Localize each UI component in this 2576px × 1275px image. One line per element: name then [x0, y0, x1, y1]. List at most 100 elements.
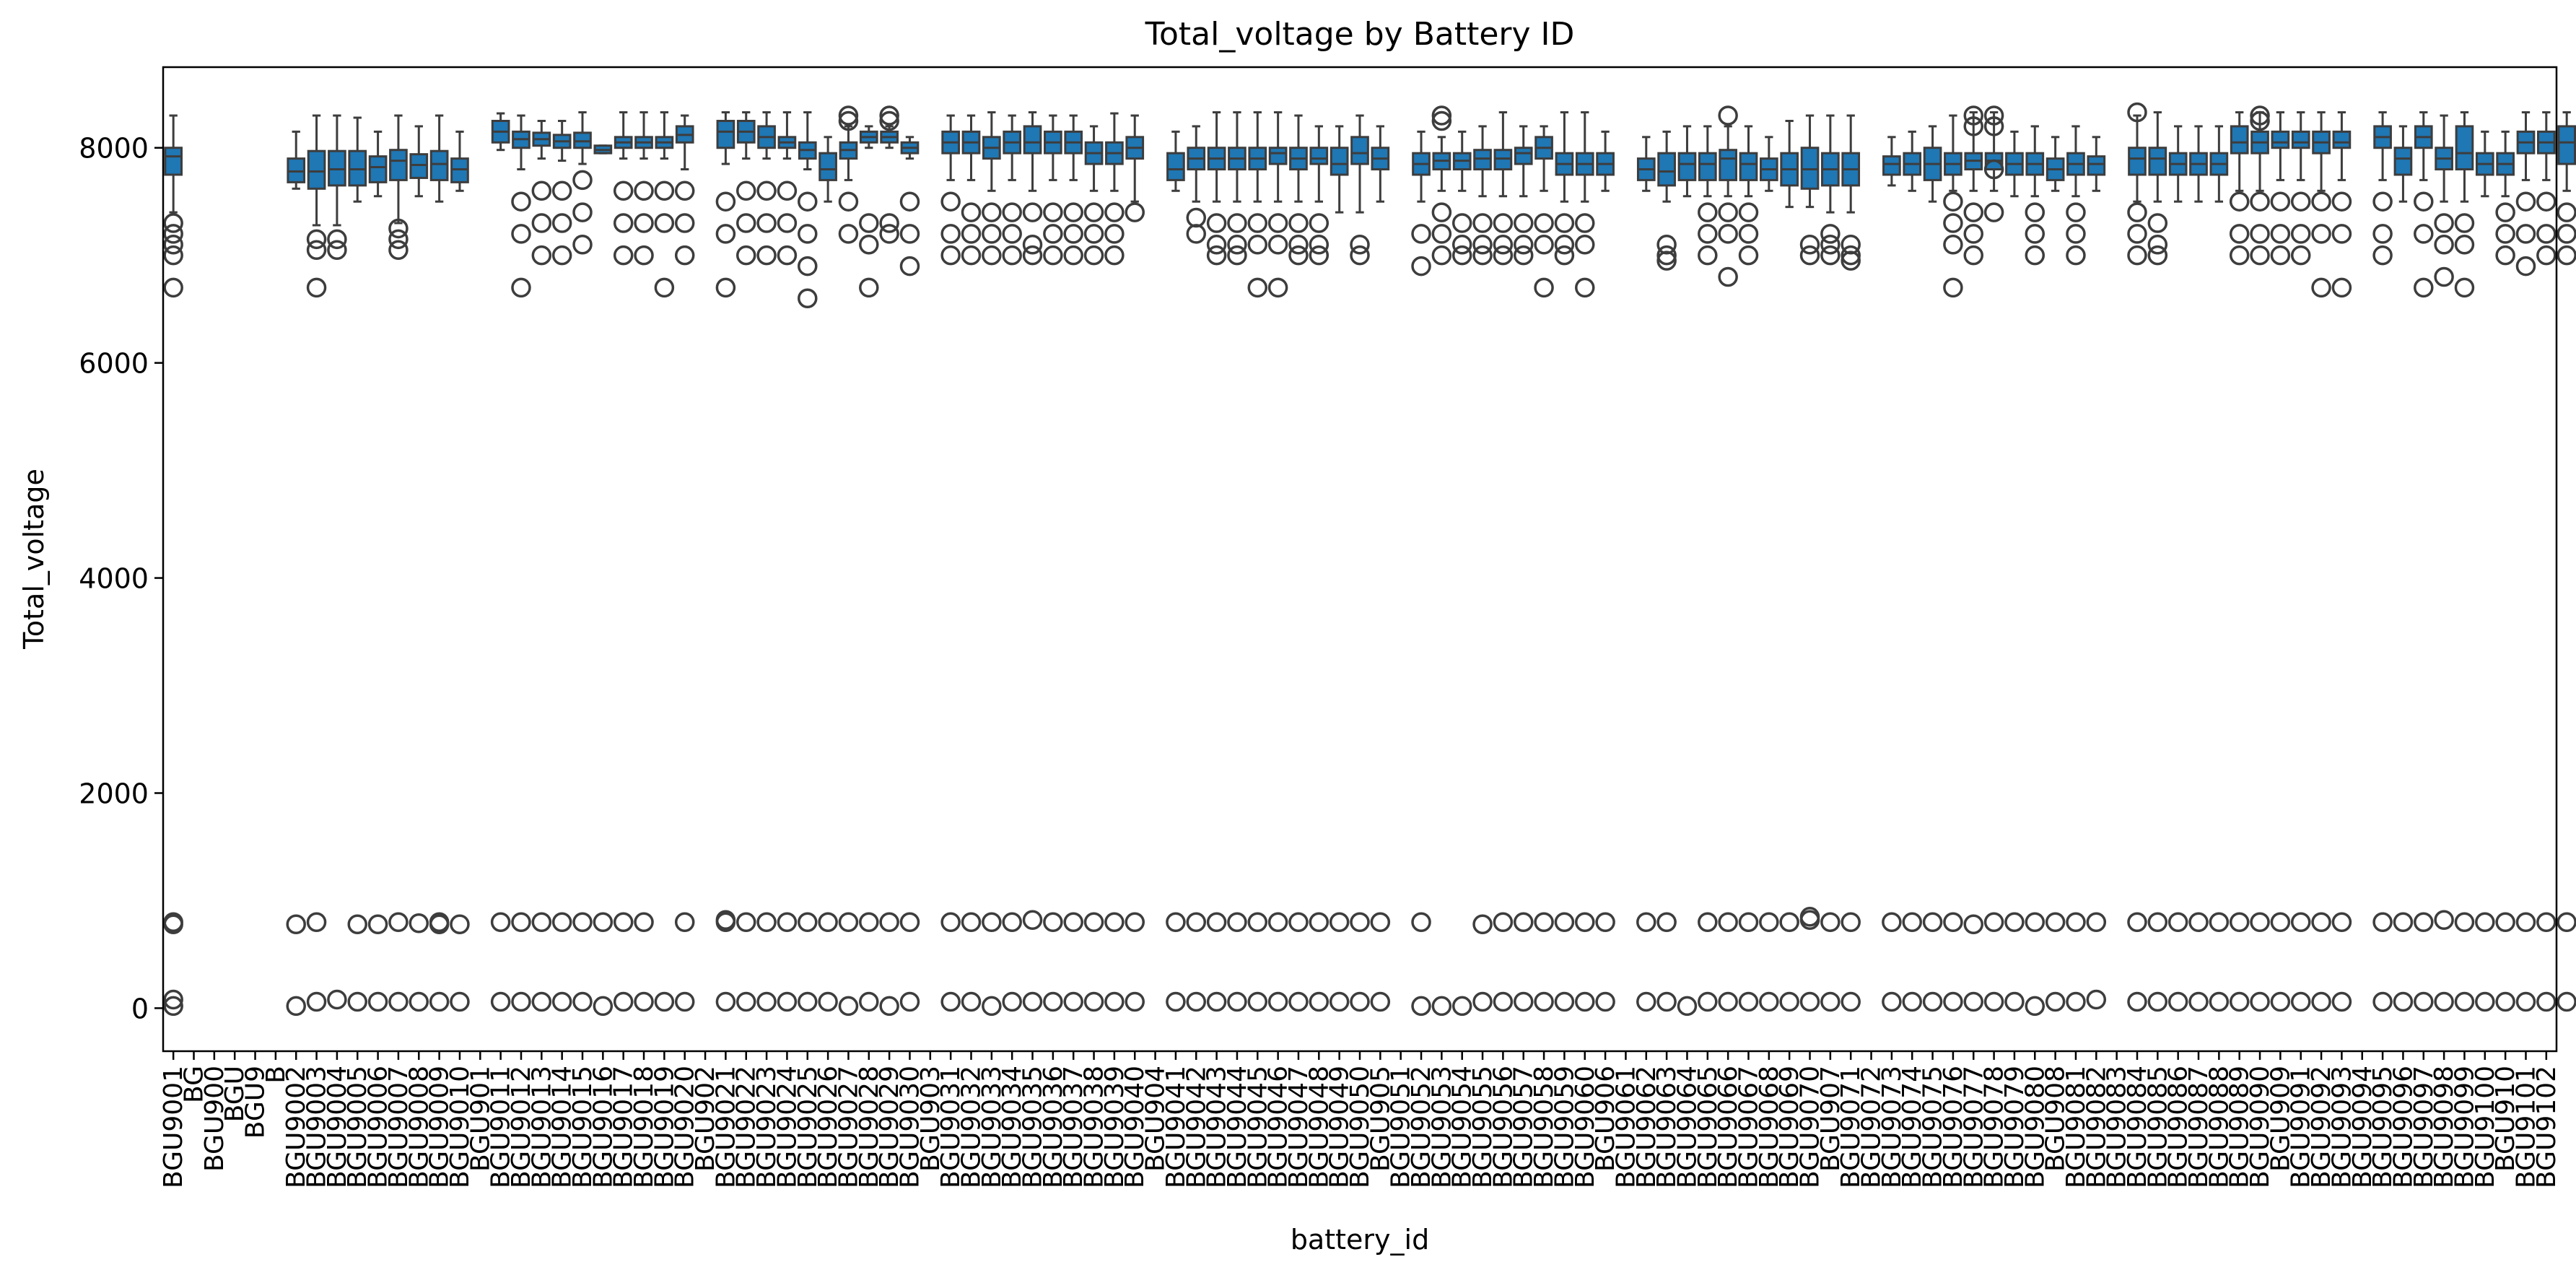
outlier-point	[777, 245, 798, 266]
box	[1698, 152, 1717, 181]
outlier-point	[2250, 991, 2270, 1012]
box-group	[838, 105, 859, 1017]
outlier-point	[1943, 235, 1963, 255]
outlier-point	[511, 277, 531, 298]
outlier-point	[1451, 245, 1472, 266]
x-tick-label: BGU9001	[159, 1066, 188, 1188]
x-tick-label: BGU9004	[323, 1066, 352, 1188]
box-group	[1656, 130, 1677, 1012]
box-group	[756, 111, 777, 1012]
plot-content	[163, 102, 2576, 1017]
outlier-point	[756, 213, 777, 233]
box	[2230, 125, 2249, 155]
x-tick-label: BGU9026	[813, 1066, 843, 1188]
outlier-point	[838, 912, 859, 932]
outlier-point	[982, 245, 1002, 266]
outlier-point	[1493, 912, 1514, 932]
x-tick-label: BGU9067	[1734, 1066, 1763, 1188]
x-tick-label: BGU9042	[1182, 1066, 1211, 1188]
x-tick-label: BGU9036	[1039, 1066, 1068, 1188]
outlier-point	[613, 245, 634, 266]
outlier-point	[1820, 912, 1841, 932]
box-group	[1759, 136, 1779, 1012]
outlier-point	[899, 256, 920, 277]
outlier-point	[1267, 213, 1288, 233]
box-group	[1983, 105, 2004, 1012]
outlier-point	[2311, 224, 2331, 244]
outlier-point	[2557, 912, 2576, 932]
outlier-point	[1983, 912, 2004, 932]
outlier-point	[1329, 991, 1350, 1012]
outlier-point	[1247, 235, 1268, 255]
box-group	[1963, 105, 1984, 1012]
box-group	[1247, 111, 1268, 1012]
outlier-point	[1104, 245, 1125, 266]
outlier-point	[1820, 245, 1841, 266]
outlier-point	[2167, 912, 2188, 932]
outlier-point	[1002, 202, 1022, 222]
outlier-point	[1063, 202, 1083, 222]
outlier-point	[634, 991, 654, 1012]
outlier-point	[961, 991, 982, 1012]
outlier-point	[1267, 235, 1288, 255]
outlier-point	[2229, 245, 2250, 266]
outlier-point	[2270, 191, 2291, 212]
outlier-point	[1431, 996, 1452, 1017]
outlier-point	[1267, 912, 1288, 932]
outlier-point	[2331, 191, 2352, 212]
box-group	[1820, 114, 1841, 1012]
outlier-point	[1493, 245, 1514, 266]
box-group	[1227, 111, 1247, 1012]
box-group	[654, 111, 675, 1012]
outlier-point	[1922, 912, 1943, 932]
outlier-point	[2250, 245, 2270, 266]
outlier-point	[163, 235, 183, 255]
x-tick-label: BGU9034	[997, 1066, 1027, 1188]
outlier-point	[1595, 991, 1615, 1012]
box-group	[450, 130, 470, 1012]
box	[1514, 147, 1533, 165]
outlier-point	[2004, 991, 2025, 1012]
outlier-point	[674, 991, 695, 1012]
x-tick-label: B	[261, 1066, 291, 1084]
outlier-point	[1554, 245, 1575, 266]
box-group	[2229, 111, 2250, 1012]
outlier-point	[2372, 912, 2393, 932]
x-tick-label: BG	[180, 1066, 209, 1103]
outlier-point	[1022, 235, 1043, 255]
outlier-point	[2127, 224, 2147, 244]
outlier-point	[756, 245, 777, 266]
box-group	[2290, 111, 2311, 1012]
outlier-point	[879, 213, 899, 233]
box	[1166, 152, 1185, 181]
outlier-point	[859, 991, 879, 1012]
outlier-point	[1431, 105, 1452, 126]
outlier-point	[2311, 912, 2331, 932]
x-tick-label: BGU9041	[1161, 1066, 1191, 1188]
box-group	[1063, 114, 1083, 1012]
outlier-point	[2331, 912, 2352, 932]
outlier-point	[306, 240, 327, 260]
outlier-point	[940, 224, 961, 244]
outlier-point	[306, 912, 327, 932]
outlier-point	[2250, 110, 2270, 131]
outlier-point	[551, 213, 572, 233]
outlier-point	[1841, 251, 1861, 271]
x-tick-label: BGU9084	[2123, 1066, 2152, 1188]
x-tick-label: BGU9006	[364, 1066, 393, 1188]
outlier-point	[1902, 991, 1922, 1012]
x-tick-label: BGU9039	[1100, 1066, 1130, 1188]
outlier-point	[798, 912, 818, 932]
box-group	[1882, 136, 1902, 1012]
outlier-point	[2557, 202, 2576, 222]
outlier-point	[2188, 912, 2209, 932]
x-tick-label: BGU904	[1141, 1066, 1171, 1172]
outlier-point	[2434, 266, 2454, 287]
outlier-point	[2004, 912, 2025, 932]
outlier-point	[1698, 912, 1718, 932]
outlier-point	[1022, 910, 1043, 931]
outlier-point	[2270, 912, 2291, 932]
outlier-point	[2454, 912, 2475, 932]
outlier-point	[2536, 991, 2557, 1012]
outlier-point	[634, 213, 654, 233]
